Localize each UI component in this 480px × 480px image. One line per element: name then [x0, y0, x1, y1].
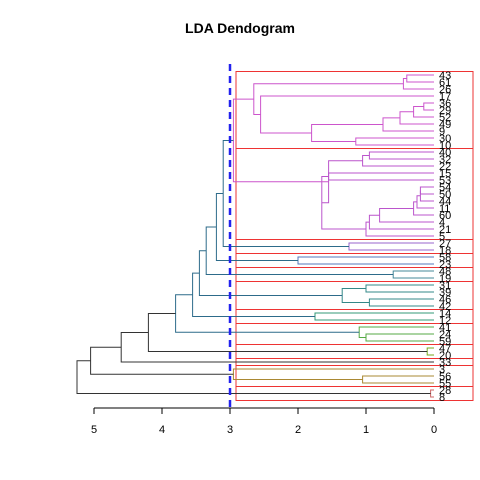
- dendrogram-branch: [358, 326, 434, 338]
- dendrogram-branch: [365, 284, 434, 293]
- leaf-label: 24: [439, 329, 451, 341]
- chart-title: LDA Dendogram: [185, 20, 295, 36]
- leaf-label: 21: [439, 224, 451, 236]
- leaf-label: 46: [439, 294, 451, 306]
- dendrogram-branch: [406, 74, 434, 83]
- leaf-label: 12: [439, 315, 451, 327]
- leaf-label: 50: [439, 189, 451, 201]
- leaf-label: 40: [439, 147, 451, 159]
- leaf-label: 8: [439, 392, 445, 404]
- dendrogram-branch: [215, 192, 298, 261]
- leaf-label: 52: [439, 112, 451, 124]
- dendrogram-branch: [416, 195, 434, 209]
- leaf-label: 48: [439, 266, 451, 278]
- dendrogram-branch: [232, 98, 329, 183]
- leaf-label: 60: [439, 210, 451, 222]
- leaf-label: 61: [439, 77, 451, 89]
- leaf-label: 5: [439, 231, 445, 243]
- leaf-label: 59: [439, 336, 451, 348]
- dendrogram-branch: [76, 360, 431, 394]
- leaf-label: 53: [439, 175, 451, 187]
- leaf-label: 29: [439, 105, 451, 117]
- dendrogram-branch: [297, 256, 434, 265]
- dendrogram-branch: [175, 294, 360, 333]
- leaf-label: 23: [439, 259, 451, 271]
- leaf-label: 27: [439, 238, 451, 250]
- leaf-label: 32: [439, 154, 451, 166]
- cluster-box-c2: [235, 148, 474, 240]
- dendrogram-branch: [120, 332, 434, 363]
- leaf-label: 26: [439, 84, 451, 96]
- leaf-label: 9: [439, 126, 445, 138]
- leaf-label: 18: [439, 245, 451, 257]
- leaf-label: 19: [439, 273, 451, 285]
- leaf-label: 44: [439, 196, 451, 208]
- dendrogram-branch: [314, 312, 434, 321]
- leaf-label: 30: [439, 133, 451, 145]
- x-tick-label: 0: [431, 424, 437, 436]
- dendrogram-branch: [362, 155, 434, 167]
- dendrogram-branch: [368, 298, 434, 307]
- leaf-label: 15: [439, 168, 451, 180]
- leaf-label: 49: [439, 119, 451, 131]
- dendrogram-branch: [399, 111, 434, 125]
- x-tick-label: 3: [227, 424, 233, 436]
- dendrogram-branch: [362, 375, 434, 384]
- dendrogram-branch: [232, 368, 434, 380]
- leaf-label: 17: [439, 91, 451, 103]
- leaf-label: 3: [439, 364, 445, 376]
- leaf-label: 43: [439, 70, 451, 82]
- leaf-label: 39: [439, 287, 451, 299]
- leaf-label: 56: [439, 371, 451, 383]
- x-tick-label: 5: [91, 424, 97, 436]
- dendrogram-branch: [426, 347, 434, 356]
- x-tick-label: 1: [363, 424, 369, 436]
- leaf-label: 42: [439, 301, 451, 313]
- dendrogram-branch: [419, 186, 434, 195]
- leaf-label: 31: [439, 280, 451, 292]
- cluster-box-c8: [235, 323, 474, 345]
- dendrogram-branch: [392, 270, 434, 279]
- leaf-label: 41: [439, 322, 451, 334]
- leaf-label: 47: [439, 343, 451, 355]
- dendrogram-branch: [328, 172, 434, 181]
- leaf-label: 20: [439, 350, 451, 362]
- leaf-label: 11: [439, 203, 450, 215]
- leaf-label: 22: [439, 161, 451, 173]
- leaf-label: 14: [439, 308, 451, 320]
- x-tick-label: 4: [159, 424, 165, 436]
- dendrogram-branch: [355, 137, 434, 146]
- leaf-label: 4: [439, 217, 445, 229]
- leaf-label: 58: [439, 252, 451, 264]
- dendrogram-branch: [402, 78, 434, 90]
- x-tick-label: 2: [295, 424, 301, 436]
- dendrogram-branch: [423, 102, 434, 111]
- dendrogram-branch: [365, 333, 434, 342]
- leaf-label: 54: [439, 182, 451, 194]
- leaf-label: 33: [439, 357, 451, 369]
- dendrogram-branch: [419, 190, 434, 202]
- dendrogram-branch: [260, 95, 434, 134]
- dendrogram-branch: [341, 288, 370, 303]
- dendrogram-branch: [222, 139, 349, 247]
- leaf-label: 36: [439, 98, 451, 110]
- dendrogram-branch: [253, 83, 404, 115]
- dendrogram-branch: [311, 123, 383, 142]
- leaf-label: 28: [439, 385, 451, 397]
- dendrogram-branch: [368, 151, 434, 160]
- dendrogram-branch: [430, 389, 434, 398]
- cluster-box-c1: [235, 71, 474, 149]
- leaf-label: 10: [439, 140, 451, 152]
- leaf-label: 55: [439, 378, 451, 390]
- dendrogram-branch: [348, 242, 434, 251]
